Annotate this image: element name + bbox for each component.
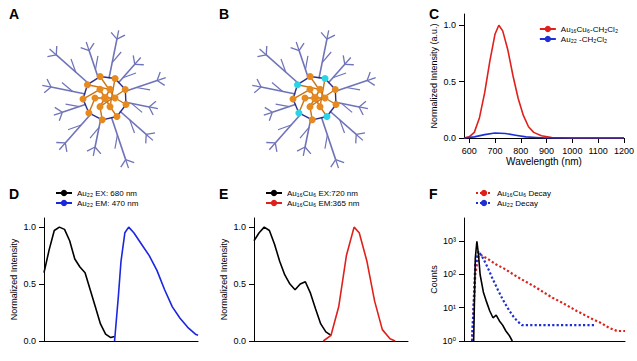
svg-text:Normalized Intensity: Normalized Intensity [9, 238, 19, 320]
svg-text:800: 800 [513, 146, 528, 156]
svg-text:1.0: 1.0 [233, 222, 246, 232]
svg-text:1.0: 1.0 [443, 20, 456, 30]
svg-text:Au₁₆Cu₆ EX:720 nm: Au₁₆Cu₆ EX:720 nm [287, 189, 358, 198]
svg-text:1100: 1100 [589, 146, 608, 156]
svg-text:C: C [429, 6, 439, 22]
svg-text:Normalized Intensity (a.u.): Normalized Intensity (a.u.) [429, 23, 439, 128]
svg-text:Au₂₂ -CH₂Cl₂: Au₂₂ -CH₂Cl₂ [561, 35, 607, 44]
svg-text:Au₁₆Cu₆ EM:365 nm: Au₁₆Cu₆ EM:365 nm [287, 199, 360, 208]
svg-text:10¹: 10¹ [443, 303, 456, 313]
svg-text:0.5: 0.5 [23, 279, 36, 289]
svg-text:0.0: 0.0 [443, 133, 456, 143]
svg-text:900: 900 [539, 146, 554, 156]
svg-text:Au₁₆Cu₆-CH₂Cl₂: Au₁₆Cu₆-CH₂Cl₂ [561, 25, 618, 34]
svg-text:10⁰: 10⁰ [442, 336, 456, 346]
svg-text:A: A [9, 6, 19, 22]
svg-text:1.0: 1.0 [23, 222, 36, 232]
svg-text:Au₁₆Cu₆ Decay: Au₁₆Cu₆ Decay [497, 189, 551, 198]
svg-text:Wavelength (nm): Wavelength (nm) [506, 156, 582, 167]
svg-text:0.5: 0.5 [443, 77, 456, 87]
svg-text:600: 600 [462, 146, 477, 156]
svg-text:1200: 1200 [614, 146, 634, 156]
svg-text:Counts: Counts [429, 265, 439, 294]
svg-text:Au₂₂ EM: 470 nm: Au₂₂ EM: 470 nm [77, 199, 139, 208]
svg-text:10²: 10² [443, 269, 456, 279]
svg-text:700: 700 [487, 146, 502, 156]
svg-text:E: E [219, 186, 228, 202]
svg-text:0.0: 0.0 [23, 336, 36, 346]
svg-text:10³: 10³ [443, 236, 456, 246]
svg-text:Au₂₂ Decay: Au₂₂ Decay [497, 199, 538, 208]
svg-text:F: F [429, 186, 438, 202]
svg-text:D: D [9, 186, 19, 202]
svg-text:0.5: 0.5 [233, 279, 246, 289]
svg-text:Au₂₂ EX: 680 nm: Au₂₂ EX: 680 nm [77, 189, 137, 198]
svg-text:1000: 1000 [562, 146, 582, 156]
svg-text:Normalized Intensity: Normalized Intensity [219, 238, 229, 320]
svg-text:0.0: 0.0 [233, 336, 246, 346]
svg-text:B: B [219, 6, 229, 22]
